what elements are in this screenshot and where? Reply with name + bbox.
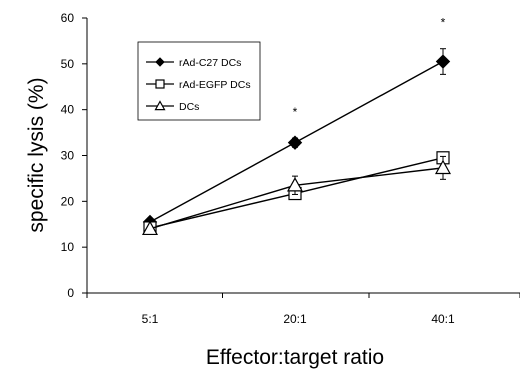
triangle-marker [154, 100, 166, 111]
y-tick-label: 0 [67, 286, 74, 300]
square-marker [155, 79, 165, 89]
y-tick-label: 30 [61, 149, 75, 163]
significance-star: * [441, 16, 446, 30]
y-tick-label: 50 [61, 57, 75, 71]
legend-label: rAd-EGFP DCs [179, 79, 251, 91]
x-tick-label: 40:1 [431, 312, 455, 326]
x-tick-label: 20:1 [283, 312, 307, 326]
triangle-marker [286, 177, 304, 192]
triangle-marker [141, 220, 159, 236]
series-layer [141, 48, 452, 236]
series [141, 155, 452, 236]
legend: rAd-C27 DCs rAd-EGFP DCs DCs [137, 41, 261, 121]
x-axis-title: Effector:target ratio [206, 346, 384, 369]
diamond-marker [287, 135, 303, 150]
y-axis-title: specific lysis (%) [25, 77, 48, 232]
y-tick-label: 20 [61, 194, 75, 208]
axes: 0 10 20 30 40 50 60 5:1 20:1 40:1 [61, 11, 520, 326]
series [143, 151, 450, 235]
annotation-layer: ** [293, 16, 446, 119]
significance-star: * [293, 105, 298, 119]
triangle-marker [434, 159, 452, 175]
diamond-marker [435, 54, 451, 69]
x-tick-label: 5:1 [142, 312, 159, 326]
y-tick-label: 60 [61, 11, 75, 25]
y-tick-label: 40 [61, 103, 75, 117]
diamond-marker [155, 57, 165, 67]
y-tick-label: 10 [61, 240, 75, 254]
legend-label: DCs [179, 101, 199, 113]
legend-label: rAd-C27 DCs [179, 57, 241, 69]
